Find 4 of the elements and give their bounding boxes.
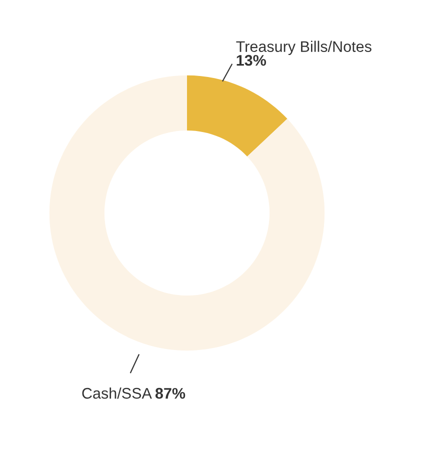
slice-label: Treasury Bills/Notes <box>236 40 372 55</box>
slice-label: Cash/SSA <box>82 388 152 399</box>
data-label: 13% <box>236 54 266 66</box>
data-label: 87% <box>155 388 186 399</box>
